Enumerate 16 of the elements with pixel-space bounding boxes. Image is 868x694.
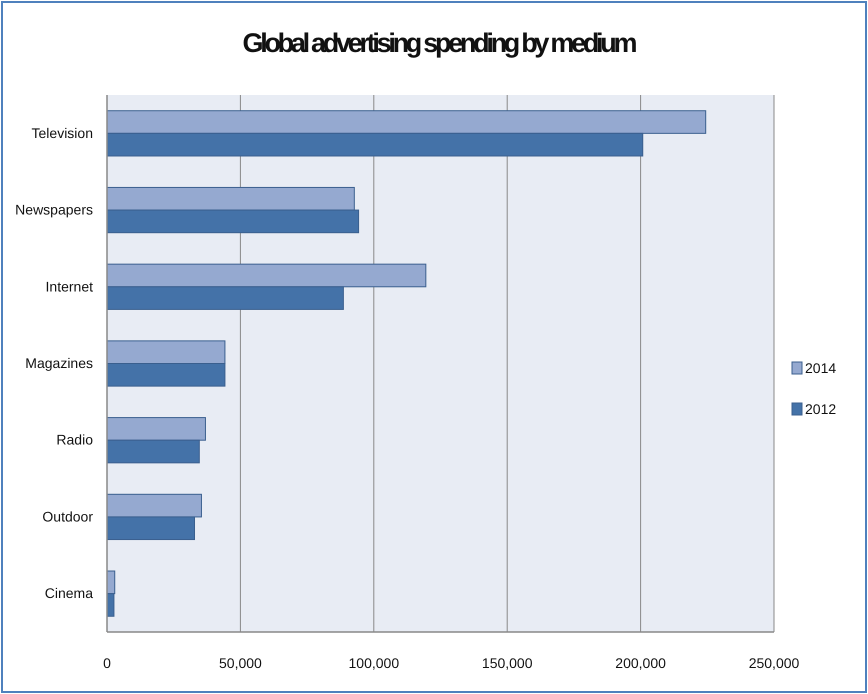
x-tick-label: 150,000 [482, 654, 533, 671]
y-tick-label: Outdoor [42, 508, 94, 524]
x-tick-label: 0 [103, 654, 112, 671]
legend-label: 2014 [805, 360, 836, 376]
x-tick-label: 100,000 [348, 654, 400, 671]
legend-label: 2012 [805, 401, 836, 417]
x-tick-label: 250,000 [748, 654, 800, 671]
y-tick-label: Cinema [44, 585, 94, 602]
y-tick-label: Internet [46, 278, 94, 294]
chart-title: Global advertising spending by medium [242, 28, 638, 58]
y-tick-label: Television [32, 124, 93, 141]
x-tick-label: 200,000 [615, 654, 666, 671]
x-tick-label: 50,000 [218, 654, 262, 671]
y-tick-label: Newspapers [15, 202, 93, 218]
y-tick-label: Magazines [25, 354, 93, 371]
y-tick-label: Radio [56, 432, 94, 448]
